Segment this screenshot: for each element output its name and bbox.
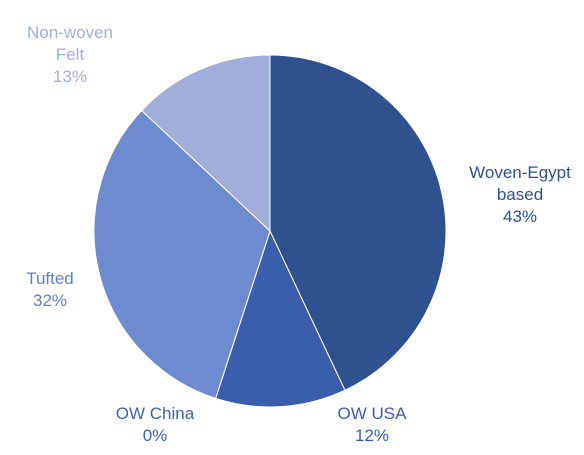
category-label: Woven-Egypt based <box>469 163 571 204</box>
value-label: 32% <box>32 291 68 310</box>
pie-slice <box>93 109 271 400</box>
pie-slice <box>269 54 447 391</box>
value-label: 13% <box>52 67 88 86</box>
data-label: OW China 0% <box>110 403 200 447</box>
category-label: OW USA <box>337 404 407 423</box>
data-label: Non-woven Felt 13% <box>20 22 120 88</box>
value-label: 43% <box>502 207 538 226</box>
value-label: 12% <box>354 426 390 445</box>
value-label: 0% <box>142 426 168 445</box>
pie-slice <box>140 54 271 233</box>
data-label: Woven-Egypt based 43% <box>460 162 580 228</box>
data-label: Tufted 32% <box>10 268 90 312</box>
category-label: Non-woven Felt <box>27 23 113 64</box>
data-label: OW USA 12% <box>327 403 417 447</box>
pie-slice <box>214 229 346 408</box>
category-label: OW China <box>115 404 195 423</box>
category-label: Tufted <box>26 269 74 288</box>
